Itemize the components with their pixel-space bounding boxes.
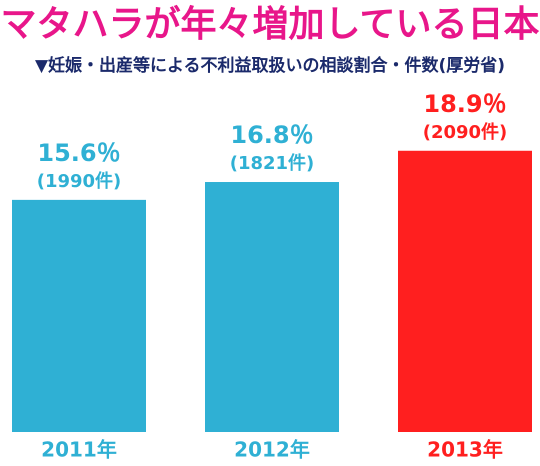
x-tick-label: 2011年 bbox=[41, 438, 117, 462]
x-tick-label: 2012年 bbox=[234, 438, 310, 462]
count-label: (1990件) bbox=[37, 170, 122, 192]
bar bbox=[12, 199, 146, 432]
x-tick-label: 2013年 bbox=[427, 438, 503, 462]
count-label: (2090件) bbox=[423, 121, 508, 143]
value-label: 18.9％ bbox=[423, 90, 506, 118]
count-label: (1821件) bbox=[230, 152, 315, 174]
bar bbox=[398, 150, 532, 432]
value-label: 15.6％ bbox=[37, 139, 120, 167]
chart-subtitle: ▼妊娠・出産等による不利益取扱いの相談割合・件数(厚労省) bbox=[35, 55, 505, 76]
bar bbox=[205, 182, 339, 432]
chart-title: マタハラが年々増加している日本 bbox=[1, 4, 540, 45]
value-label: 16.8％ bbox=[230, 121, 313, 149]
